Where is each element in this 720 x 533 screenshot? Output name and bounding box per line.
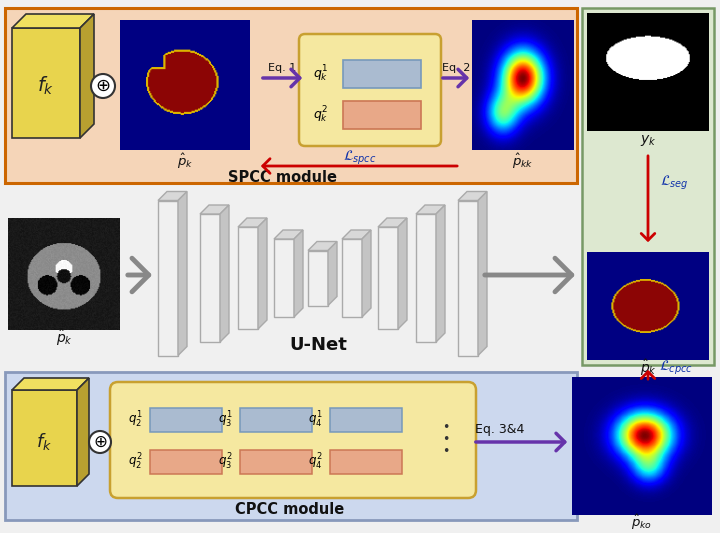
Text: CPCC module: CPCC module xyxy=(235,503,345,518)
Polygon shape xyxy=(416,205,445,214)
Text: $q_3^2$: $q_3^2$ xyxy=(218,452,233,472)
Text: $\mathcal{L}_{cpcc}$: $\mathcal{L}_{cpcc}$ xyxy=(659,359,693,377)
Polygon shape xyxy=(274,230,303,239)
Polygon shape xyxy=(77,378,89,486)
Bar xyxy=(342,239,362,317)
Text: $q_2^1$: $q_2^1$ xyxy=(128,410,143,430)
Text: $\hat{p}_k$: $\hat{p}_k$ xyxy=(177,151,193,171)
Bar xyxy=(308,251,328,305)
Text: $\oplus$: $\oplus$ xyxy=(93,433,107,451)
Text: $y_k$: $y_k$ xyxy=(640,133,656,148)
Polygon shape xyxy=(362,230,371,317)
Bar xyxy=(150,450,222,474)
Polygon shape xyxy=(158,191,187,200)
Polygon shape xyxy=(458,191,487,200)
Polygon shape xyxy=(328,241,337,305)
Text: $f_k$: $f_k$ xyxy=(37,431,53,451)
Polygon shape xyxy=(178,191,187,356)
Text: $\hat{p}_{kk}$: $\hat{p}_{kk}$ xyxy=(512,151,534,171)
Text: $q_4^2$: $q_4^2$ xyxy=(308,452,323,472)
Text: $f_k$: $f_k$ xyxy=(37,75,55,97)
Bar xyxy=(158,200,178,356)
Polygon shape xyxy=(378,218,407,227)
Text: U-Net: U-Net xyxy=(289,336,347,354)
Text: $q_4^1$: $q_4^1$ xyxy=(308,410,323,430)
Polygon shape xyxy=(436,205,445,342)
Text: $\hat{p}_k$: $\hat{p}_k$ xyxy=(639,358,657,378)
Text: Eq. 1: Eq. 1 xyxy=(268,63,296,73)
Polygon shape xyxy=(398,218,407,329)
Polygon shape xyxy=(342,230,371,239)
Text: $\hat{p}_{ko}$: $\hat{p}_{ko}$ xyxy=(631,512,652,531)
Bar xyxy=(240,450,312,474)
Text: $\mathcal{L}_{seg}$: $\mathcal{L}_{seg}$ xyxy=(660,174,688,192)
Circle shape xyxy=(89,431,111,453)
Bar xyxy=(240,408,312,432)
Text: $q_2^2$: $q_2^2$ xyxy=(128,452,143,472)
Polygon shape xyxy=(258,218,267,329)
Text: $\hat{p}_k$: $\hat{p}_k$ xyxy=(55,328,73,348)
Bar xyxy=(12,28,80,138)
Polygon shape xyxy=(294,230,303,317)
Bar xyxy=(416,214,436,342)
Text: •
•
•: • • • xyxy=(442,422,450,458)
Polygon shape xyxy=(478,191,487,356)
Polygon shape xyxy=(308,241,337,251)
Polygon shape xyxy=(12,14,94,28)
Polygon shape xyxy=(80,14,94,138)
Bar xyxy=(238,227,258,329)
Polygon shape xyxy=(12,378,89,390)
Text: $q_k^1$: $q_k^1$ xyxy=(313,64,328,84)
Bar xyxy=(378,227,398,329)
Circle shape xyxy=(91,74,115,98)
Bar xyxy=(330,450,402,474)
Text: $q_k^2$: $q_k^2$ xyxy=(313,105,328,125)
Bar xyxy=(5,8,577,183)
Bar xyxy=(5,372,577,520)
Polygon shape xyxy=(238,218,267,227)
FancyBboxPatch shape xyxy=(299,34,441,146)
FancyBboxPatch shape xyxy=(110,382,476,498)
Bar xyxy=(200,214,220,342)
Bar xyxy=(12,390,77,486)
Text: Eq. 3&4: Eq. 3&4 xyxy=(475,424,524,437)
Text: $q_3^1$: $q_3^1$ xyxy=(218,410,233,430)
Text: Eq. 2: Eq. 2 xyxy=(442,63,470,73)
Bar xyxy=(343,60,421,88)
Text: SPCC module: SPCC module xyxy=(228,169,338,184)
Text: $\mathcal{L}_{spcc}$: $\mathcal{L}_{spcc}$ xyxy=(343,149,377,167)
Polygon shape xyxy=(220,205,229,342)
Bar xyxy=(150,408,222,432)
Bar xyxy=(582,8,714,365)
Bar xyxy=(330,408,402,432)
Text: $\oplus$: $\oplus$ xyxy=(95,77,111,95)
Bar xyxy=(458,200,478,356)
Bar xyxy=(274,239,294,317)
Polygon shape xyxy=(200,205,229,214)
Bar xyxy=(343,101,421,129)
